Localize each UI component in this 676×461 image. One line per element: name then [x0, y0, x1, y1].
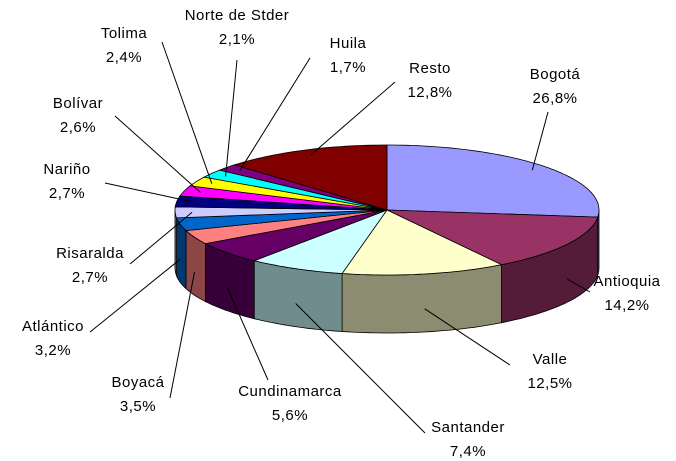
- slice: [386, 209, 599, 266]
- leader-line: [129, 211, 193, 265]
- tops: [174, 144, 600, 276]
- leader-line: [89, 258, 181, 333]
- slice-value-label: 14,2%: [604, 297, 649, 314]
- slice-value-label: 2,6%: [60, 119, 96, 136]
- slice: [185, 209, 388, 245]
- slice-label: Resto: [409, 60, 451, 77]
- slice-value-label: 2,7%: [49, 185, 85, 202]
- slice-value-label: 5,6%: [272, 407, 308, 424]
- slice-label: Tolima: [101, 25, 148, 42]
- slice-label: Bolívar: [53, 95, 103, 112]
- slice: [252, 209, 389, 274]
- leaders: [89, 41, 591, 434]
- leader-line: [239, 57, 311, 172]
- slice-side: [174, 209, 177, 277]
- slice-value-label: 2,7%: [72, 269, 108, 286]
- leader-line: [531, 111, 549, 171]
- slice: [233, 144, 388, 211]
- leader-line: [104, 182, 194, 203]
- slice-label: Nariño: [43, 161, 90, 178]
- slice-value-label: 12,8%: [407, 84, 452, 101]
- slice-label: Atlántico: [22, 318, 84, 335]
- slice-label: Risaralda: [56, 245, 124, 262]
- labels: Bogotá 26,8% Antioquia 14,2% Valle 12,5% Santa…: [22, 7, 660, 460]
- slice: [176, 209, 388, 232]
- slice-label: Huila: [330, 35, 367, 52]
- slice-label: Boyacá: [111, 374, 164, 391]
- leader-line: [566, 278, 591, 293]
- slice-label: Santander: [431, 419, 505, 436]
- slice-value-label: 26,8%: [532, 90, 577, 107]
- leader-line: [161, 41, 213, 184]
- slice: [174, 206, 388, 219]
- leader-line: [169, 272, 195, 399]
- leader-line: [225, 59, 238, 177]
- slice-value-label: 12,5%: [527, 375, 572, 392]
- walls: [174, 209, 600, 334]
- slice-value-label: 2,1%: [219, 31, 255, 48]
- leader-line: [424, 308, 511, 366]
- slice-label: Cundinamarca: [238, 383, 342, 400]
- slice-label: Valle: [533, 351, 568, 368]
- slice-label: Antioquia: [593, 273, 660, 290]
- slice: [202, 169, 388, 211]
- slice: [386, 144, 600, 218]
- leader-line: [295, 303, 426, 434]
- slice-value-label: 7,4%: [450, 443, 486, 460]
- slice: [189, 176, 388, 211]
- slice-value-label: 1,7%: [330, 59, 366, 76]
- slice-value-label: 3,5%: [120, 398, 156, 415]
- leader-line: [114, 115, 201, 193]
- slice-value-label: 2,4%: [106, 49, 142, 66]
- slice: [204, 209, 388, 262]
- leader-line: [310, 81, 396, 156]
- slice-label: Norte de Stder: [185, 7, 290, 24]
- leader-line: [226, 287, 269, 381]
- slice-value-label: 3,2%: [35, 342, 71, 359]
- slice: [341, 209, 503, 276]
- slice-label: Bogotá: [530, 66, 581, 83]
